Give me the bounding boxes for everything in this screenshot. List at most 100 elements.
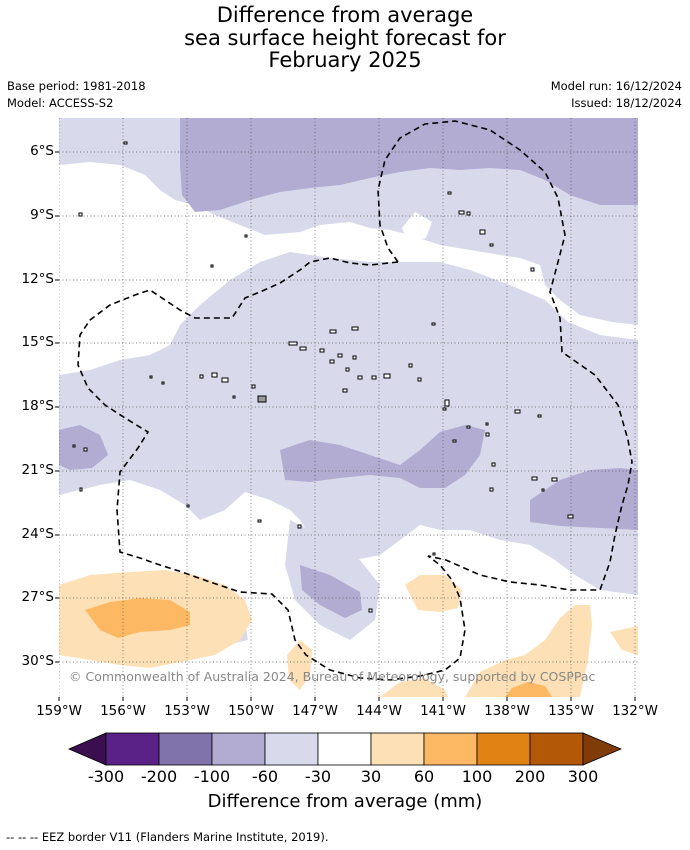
island-38 [537, 414, 542, 418]
colorbar-tick-7: 60 [413, 767, 435, 786]
island-31 [417, 377, 422, 382]
map-panel [59, 118, 638, 697]
colorbar [67, 732, 623, 766]
contour-neg60-south [300, 565, 362, 618]
contour-pos30-mid [405, 575, 462, 612]
islands [72, 141, 574, 613]
island-22 [211, 372, 218, 378]
model-run: Model run: 16/12/2024 [550, 79, 682, 93]
colorbar-tick-9: 200 [514, 767, 546, 786]
island-18 [352, 355, 357, 360]
colorbar-seg-3 [211, 732, 266, 766]
title-line-2: sea surface height forecast for [184, 25, 506, 50]
island-3 [244, 234, 248, 238]
contour-neg60-center [280, 425, 485, 488]
lat-label-12s: 12°S [21, 271, 55, 287]
lon-label-141w: 141°W [420, 703, 466, 719]
island-47 [551, 477, 558, 482]
copyright-notice: © Commonwealth of Australia 2024, Bureau… [69, 669, 596, 684]
meta-left: Base period: 1981-2018 Model: ACCESS-S2 [7, 78, 146, 112]
contour-pos30-se [465, 605, 592, 697]
island-20 [345, 367, 350, 372]
colorbar-title: Difference from average (mm) [207, 791, 483, 812]
island-36 [442, 407, 447, 411]
lat-label-15s: 15°S [21, 334, 55, 350]
colorbar-tick-1: -300 [87, 767, 125, 786]
island-33 [257, 395, 267, 403]
island-14 [288, 341, 298, 346]
island-43 [72, 444, 76, 448]
colorbar-tick-10: 300 [567, 767, 599, 786]
lat-label-6s: 6°S [30, 143, 54, 159]
island-52 [186, 504, 190, 508]
island-4 [210, 264, 214, 268]
island-54 [297, 524, 302, 529]
title-line-3: February 2025 [268, 48, 422, 72]
island-15 [299, 346, 307, 351]
model-name: Model: ACCESS-S2 [7, 96, 114, 110]
lat-label-9s: 9°S [30, 207, 54, 223]
lat-label-30s: 30°S [21, 653, 55, 669]
island-13 [431, 322, 436, 326]
contour-neg60-north [180, 118, 638, 212]
title-line-1: Difference from average [216, 3, 474, 27]
lon-label-135w: 135°W [548, 703, 594, 719]
colorbar-tick-5: -30 [304, 767, 332, 786]
colorbar-seg-4 [264, 732, 319, 766]
eez-footnote: -- -- -- EEZ border V11 (Flanders Marine… [6, 830, 329, 844]
base-period: Base period: 1981-2018 [7, 79, 146, 93]
island-32 [251, 384, 256, 389]
island-7 [466, 211, 471, 216]
lon-label-156w: 156°W [100, 703, 146, 719]
island-12 [351, 326, 359, 331]
lon-label-159w: 159°W [36, 703, 82, 719]
colorbar-tick-4: -60 [251, 767, 279, 786]
island-27 [371, 375, 377, 380]
lat-label-24s: 24°S [21, 526, 55, 542]
island-2 [78, 212, 83, 217]
island-17 [337, 353, 343, 358]
lon-ticks [58, 697, 636, 701]
island-44 [83, 447, 88, 452]
island-6 [458, 210, 465, 215]
island-29 [342, 388, 348, 393]
colorbar-tick-2: -200 [140, 767, 178, 786]
colorbar-seg-2 [158, 732, 213, 766]
colorbar-seg-1 [105, 732, 160, 766]
island-5 [447, 191, 452, 195]
island-48 [541, 488, 545, 492]
island-16 [319, 348, 325, 353]
issued-date: Issued: 18/12/2024 [571, 96, 682, 110]
lon-label-153w: 153°W [164, 703, 210, 719]
island-46 [531, 476, 538, 481]
lon-label-138w: 138°W [484, 703, 530, 719]
contour-pos60-sw [85, 598, 190, 638]
island-24 [149, 375, 153, 379]
island-37 [514, 409, 521, 414]
island-11 [329, 329, 337, 334]
island-34 [232, 395, 236, 399]
lon-label-147w: 147°W [292, 703, 338, 719]
contour-gap-north [402, 212, 432, 242]
island-25 [161, 381, 165, 385]
colorbar-seg-8 [476, 732, 531, 766]
contour-neg60-east [530, 468, 638, 530]
island-51 [79, 487, 83, 492]
island-49 [489, 487, 494, 492]
island-55 [368, 608, 373, 613]
contour-pos60-se [505, 682, 552, 697]
colorbar-tick-6: 30 [360, 767, 382, 786]
colorbar-seg-7 [423, 732, 478, 766]
contour-pos30-east [610, 626, 638, 655]
island-45 [491, 462, 496, 467]
colorbar-extend-low [67, 732, 107, 766]
island-8 [479, 229, 486, 235]
colorbar-seg-9 [529, 732, 584, 766]
island-10 [530, 267, 535, 272]
island-42 [452, 439, 457, 443]
eez-north [377, 120, 633, 463]
island-39 [485, 422, 489, 426]
island-21 [199, 374, 204, 379]
island-30 [408, 363, 413, 368]
